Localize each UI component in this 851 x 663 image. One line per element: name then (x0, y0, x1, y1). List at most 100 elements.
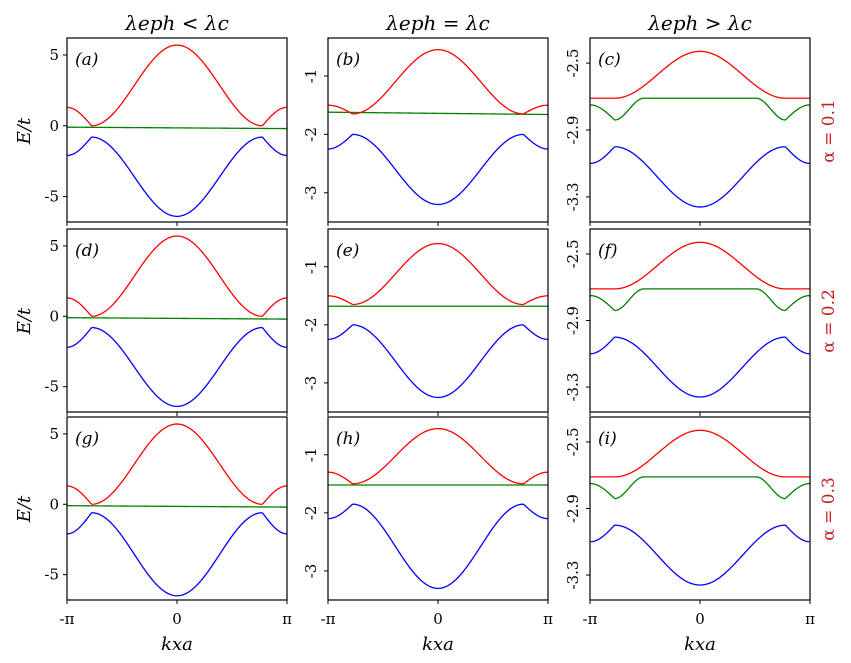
x-tick-label: -π (321, 610, 336, 628)
y-tick-label: 5 (49, 46, 59, 64)
panel-frame (66, 228, 288, 413)
panel-d: 5 0 -5 (d) (44, 228, 288, 416)
row-label-alpha-3: α = 0.3 (819, 477, 839, 541)
band-upper-line (328, 427, 548, 485)
x-tick-label: 0 (172, 610, 182, 628)
y-tick-label: 5 (49, 425, 59, 443)
y-tick-label: 0 (49, 117, 59, 135)
y-tick-label: -2 (302, 127, 320, 142)
column-title-3: λeph > λc (647, 11, 752, 35)
y-tick-label: 5 (49, 237, 59, 255)
panel-letter: (e) (336, 241, 359, 261)
y-tick-label: -1 (302, 447, 320, 462)
column-title-2: λeph = λc (385, 11, 490, 35)
y-axis-label-row-1: E/t (14, 117, 35, 145)
panels-group: 5 0 -5 (a) 5 0 -5 (d) 5 0 -5 (g) -π 0 π -1 -2 -3 (b) -1 -2 -3… (44, 37, 815, 628)
column-title-1: λeph < λc (124, 11, 229, 35)
band-middle-line (67, 126, 287, 130)
panel-c: -2.5 -2.9 -3.3 (c) (564, 37, 811, 226)
band-upper-line (590, 50, 810, 99)
y-tick-label: -3.3 (564, 373, 582, 402)
panel-letter: (b) (336, 50, 360, 70)
y-tick-label: -5 (44, 566, 59, 584)
y-tick-label: -5 (44, 188, 59, 206)
band-upper-line (67, 423, 287, 505)
panel-letter: (i) (598, 429, 617, 449)
y-tick-label: -3 (302, 376, 320, 391)
band-upper-line (67, 44, 287, 127)
panel-letter: (c) (598, 50, 621, 70)
band-upper-line (328, 49, 548, 115)
panel-letter: (h) (336, 429, 360, 449)
y-tick-label: -2 (302, 506, 320, 521)
y-axis-label-row-2: E/t (14, 307, 35, 335)
panel-frame (327, 37, 549, 223)
y-tick-label: -2.5 (564, 49, 582, 78)
x-tick-label: -π (583, 610, 598, 628)
panel-g: 5 0 -5 (g) (44, 416, 288, 604)
band-middle-line (590, 288, 810, 312)
band-middle-line (590, 476, 810, 500)
band-middle-line (328, 111, 548, 116)
panel-letter: (d) (75, 241, 99, 261)
y-tick-label: -2.9 (564, 494, 582, 523)
x-tick-label: π (805, 610, 815, 628)
y-tick-label: -2 (302, 318, 320, 333)
panel-frame (589, 228, 811, 413)
panel-b: -1 -2 -3 (b) (302, 37, 549, 226)
y-tick-label: -3 (302, 185, 320, 200)
band-upper-line (590, 241, 810, 290)
band-lower-line (590, 146, 810, 208)
x-tick-label: -π (60, 610, 75, 628)
panel-frame (327, 416, 549, 601)
row-label-alpha-2: α = 0.2 (819, 289, 839, 353)
panel-f: -2.5 -2.9 -3.3 (f) (564, 228, 811, 416)
band-middle-line (67, 505, 287, 508)
band-lower-line (67, 512, 287, 597)
x-tick-label: π (282, 610, 292, 628)
band-lower-line (590, 524, 810, 586)
band-upper-line (590, 429, 810, 478)
y-tick-label: -5 (44, 378, 59, 396)
band-upper-line (67, 235, 287, 317)
y-tick-label: -1 (302, 259, 320, 274)
panel-frame (589, 37, 811, 223)
y-tick-label: -3.3 (564, 182, 582, 211)
x-axis-label-col-2: kxa (422, 634, 454, 655)
band-upper-line (328, 242, 548, 306)
panel-frame (66, 37, 288, 223)
y-tick-label: 0 (49, 307, 59, 325)
y-tick-label: -2.5 (564, 239, 582, 268)
panel-letter: (a) (75, 50, 98, 70)
y-tick-label: -2.5 (564, 427, 582, 456)
band-lower-line (328, 133, 548, 206)
y-tick-label: -1 (302, 69, 320, 84)
band-lower-line (590, 336, 810, 398)
y-tick-label: 0 (49, 495, 59, 513)
x-axis-label-col-3: kxa (684, 634, 716, 655)
x-axis-label-col-1: kxa (161, 634, 193, 655)
row-label-alpha-1: α = 0.1 (819, 99, 839, 163)
band-middle-line (590, 97, 810, 121)
band-lower-line (328, 503, 548, 590)
panel-letter: (g) (75, 429, 99, 449)
panel-letter: (f) (598, 241, 618, 261)
y-axis-label-row-3: E/t (14, 495, 35, 523)
panel-i: -2.5 -2.9 -3.3 (i) (564, 416, 811, 604)
band-lower-line (67, 136, 287, 217)
panel-e: -1 -2 -3 (e) (302, 228, 549, 416)
panel-frame (66, 416, 288, 601)
panel-h: -1 -2 -3 (h) (302, 416, 549, 604)
y-tick-label: -3 (302, 564, 320, 579)
band-lower-line (67, 326, 287, 408)
y-tick-label: -2.9 (564, 306, 582, 335)
band-middle-line (67, 317, 287, 320)
y-tick-label: -2.9 (564, 116, 582, 145)
y-tick-label: -3.3 (564, 561, 582, 590)
band-lower-line (328, 324, 548, 399)
x-tick-label: 0 (695, 610, 705, 628)
panel-frame (589, 416, 811, 601)
x-tick-label: 0 (433, 610, 443, 628)
x-tick-label: π (543, 610, 553, 628)
